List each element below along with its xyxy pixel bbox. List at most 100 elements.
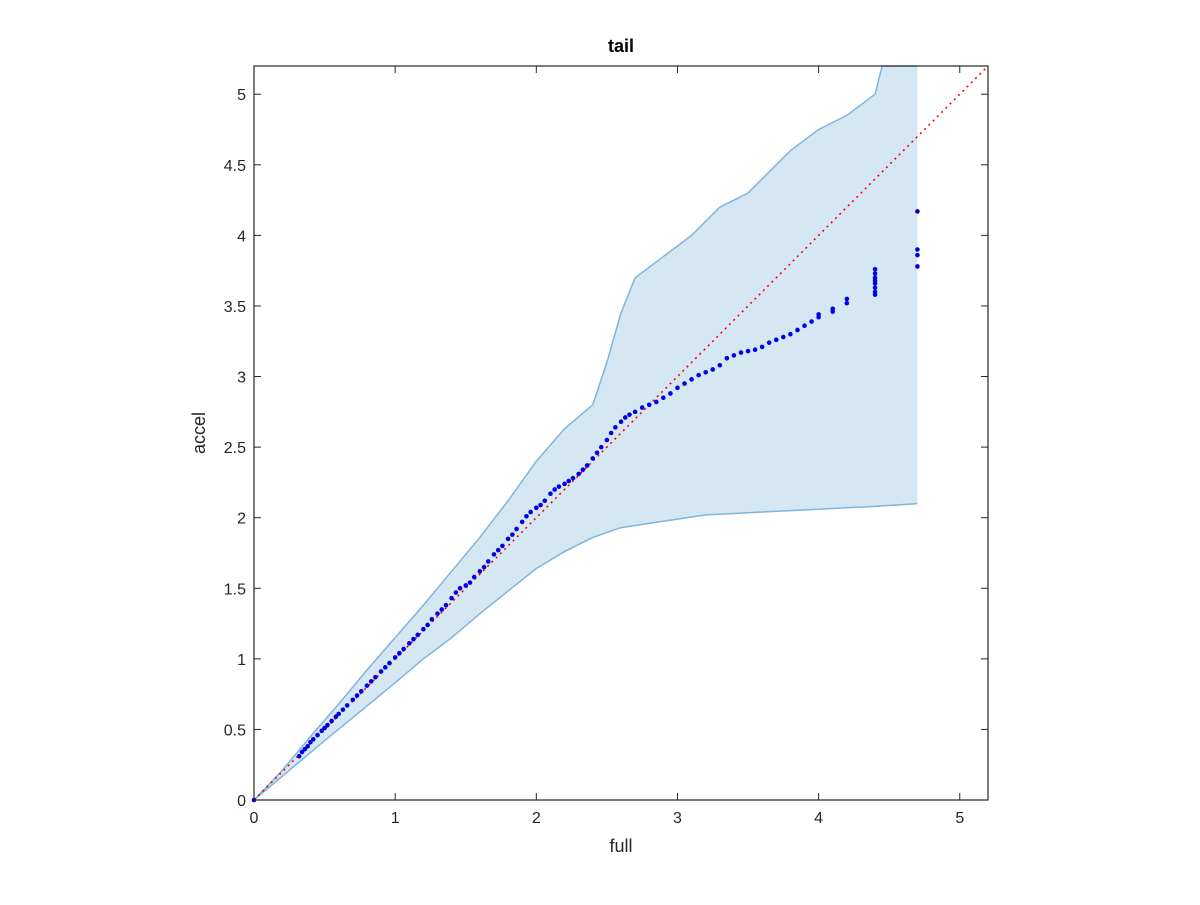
data-point [491, 552, 497, 557]
data-point [305, 744, 310, 749]
data-point [315, 732, 320, 738]
data-point [299, 749, 305, 755]
data-point [429, 617, 435, 622]
reference-line-layer [253, 65, 989, 801]
data-point [653, 399, 659, 405]
data-point [505, 536, 511, 542]
data-point [467, 580, 473, 585]
data-point [340, 707, 346, 712]
data-point [534, 505, 539, 511]
data-point [542, 498, 548, 504]
data-point [548, 491, 553, 496]
data-point [781, 334, 786, 340]
data-point [519, 519, 525, 525]
data-point [401, 646, 406, 652]
data-point [322, 725, 327, 731]
confidence-band-lower [253, 502, 918, 801]
y-tick-label: 2.5 [224, 440, 246, 457]
data-point [333, 714, 339, 720]
data-point [724, 355, 730, 361]
x-axis-label: full [609, 836, 632, 856]
data-point [844, 300, 850, 306]
data-point [344, 703, 350, 708]
data-point [618, 419, 624, 425]
data-point [816, 312, 821, 317]
data-point [368, 679, 374, 684]
data-point [392, 655, 398, 660]
data-point [486, 559, 491, 564]
data-point [622, 415, 628, 420]
data-point [556, 484, 562, 489]
data-point [566, 478, 572, 484]
data-point [795, 327, 800, 333]
data-point [872, 275, 878, 281]
y-tick-label: 1 [237, 652, 246, 669]
y-axis-label: accel [189, 412, 209, 454]
data-point [319, 728, 325, 734]
data-point [745, 348, 751, 354]
data-point [500, 543, 505, 549]
data-point [731, 353, 737, 358]
data-point [661, 395, 666, 401]
data-point [682, 381, 687, 386]
confidence-band-layer [253, 65, 918, 801]
y-tick-label: 0.5 [224, 722, 246, 739]
y-tick-label: 4 [237, 228, 246, 245]
data-point [604, 437, 610, 443]
data-point [613, 425, 618, 430]
data-point [524, 513, 529, 519]
x-tick-label: 1 [391, 810, 400, 827]
data-point [364, 683, 370, 688]
data-point [510, 532, 515, 537]
data-point [449, 595, 454, 601]
data-point [738, 350, 744, 355]
data-point [872, 285, 878, 290]
data-point [639, 405, 645, 410]
data-point [703, 370, 708, 375]
y-tick-label: 0 [237, 793, 246, 810]
data-point [296, 753, 302, 759]
data-point [696, 372, 701, 378]
data-point [421, 626, 426, 632]
data-point [397, 650, 402, 656]
data-point [302, 746, 308, 752]
data-point [668, 391, 673, 396]
data-point [646, 402, 652, 408]
data-points-layer [251, 209, 920, 803]
data-point [310, 737, 316, 742]
data-point [802, 323, 807, 329]
y-tick-label: 3.5 [224, 299, 246, 316]
data-point [435, 611, 440, 616]
data-point [608, 430, 614, 436]
data-point [425, 622, 430, 628]
data-point [627, 412, 632, 417]
data-point [872, 271, 878, 276]
data-point [915, 252, 920, 258]
reference-line [253, 65, 989, 801]
data-point [443, 602, 449, 608]
data-point [378, 669, 384, 674]
data-point [382, 665, 388, 670]
data-point [915, 264, 920, 269]
data-point [915, 209, 920, 214]
data-point [439, 607, 445, 612]
data-point [406, 641, 412, 646]
data-point [514, 526, 519, 532]
data-point [689, 377, 694, 382]
y-tick-label: 1.5 [224, 581, 246, 598]
x-tick-label: 0 [250, 810, 259, 827]
data-point [387, 660, 392, 666]
x-tick-label: 5 [955, 810, 964, 827]
data-point [570, 475, 576, 481]
data-point [471, 574, 477, 580]
data-point [590, 456, 596, 461]
data-point [463, 583, 469, 588]
confidence-band-upper [253, 65, 918, 801]
data-point [457, 585, 463, 591]
data-point [580, 467, 586, 473]
confidence-band-fill [254, 66, 918, 800]
y-tick-label: 3 [237, 370, 246, 387]
data-point [773, 337, 779, 343]
data-point [415, 632, 421, 638]
